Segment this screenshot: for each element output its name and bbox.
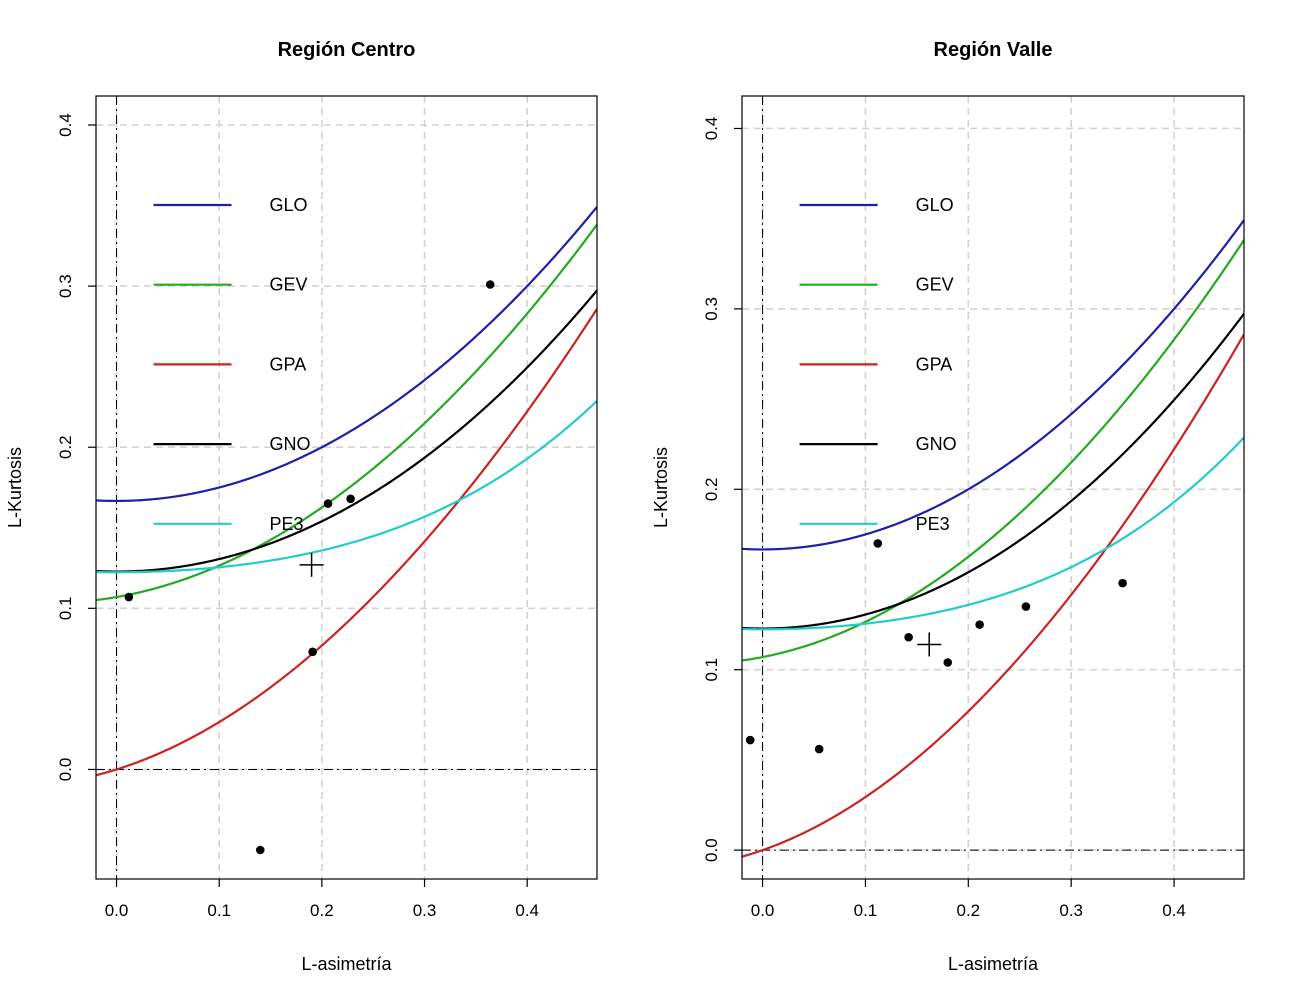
data-points <box>745 539 1127 754</box>
data-point <box>745 735 755 745</box>
x-tick-label: 0.4 <box>515 901 539 920</box>
curve-gno <box>742 313 1244 630</box>
mean-point-marker <box>299 552 324 577</box>
data-point <box>904 632 913 642</box>
legend-label-gev: GEV <box>916 275 954 295</box>
panel-2: Región Valle GLO GEV GPA GNO PE3 0.0 0.1 0.2 0.3 0… <box>651 39 1245 974</box>
curve-gno <box>96 289 597 573</box>
x-axis-label: L-asimetría <box>301 954 392 974</box>
data-point <box>255 845 265 855</box>
curve-glo <box>96 206 597 503</box>
curve-gpa <box>742 333 1244 858</box>
panel-1: Región Centro GLO GEV GPA GNO PE3 0.0 0.1 0.2 0.3… <box>5 39 598 974</box>
y-tick-label: 0.1 <box>56 597 75 621</box>
legend-label-gno: GNO <box>916 434 957 454</box>
y-tick-label: 0.2 <box>56 435 75 459</box>
y-axis-label: L-Kurtosis <box>5 447 25 528</box>
plot-frame <box>95 95 598 880</box>
legend-label-pe3: PE3 <box>270 514 304 534</box>
y-tick-label: 0.3 <box>702 297 721 321</box>
legend-label-gev: GEV <box>270 275 308 295</box>
curve-pe3 <box>742 436 1244 631</box>
x-tick-label: 0.2 <box>956 901 980 920</box>
curve-gev <box>742 239 1244 662</box>
x-axis-label: L-asimetría <box>948 954 1039 974</box>
data-point <box>814 744 824 754</box>
y-tick-label: 0.1 <box>702 658 721 682</box>
chart-title: Región Centro <box>278 39 416 61</box>
legend-label-gpa: GPA <box>916 354 953 374</box>
data-point <box>873 539 883 548</box>
y-tick-label: 0.2 <box>702 477 721 501</box>
curves <box>96 206 597 777</box>
curve-glo <box>742 219 1244 551</box>
data-point <box>1118 578 1127 588</box>
data-point <box>1021 602 1031 611</box>
data-point <box>124 592 134 602</box>
x-tick-label: 0.2 <box>310 901 334 920</box>
x-tick-label: 0.0 <box>751 901 775 920</box>
y-axis-label: L-Kurtosis <box>651 447 671 528</box>
legend-label-glo: GLO <box>270 195 308 215</box>
chart-title: Región Valle <box>934 39 1053 61</box>
data-point <box>485 280 495 289</box>
legend-label-glo: GLO <box>916 195 954 215</box>
y-tick-label: 0.0 <box>56 758 75 782</box>
mean-point-marker <box>917 632 942 657</box>
x-tick-label: 0.1 <box>207 901 231 920</box>
y-tick-label: 0.4 <box>56 113 75 137</box>
data-point <box>323 499 333 508</box>
x-tick-label: 0.3 <box>413 901 437 920</box>
data-points <box>124 280 495 855</box>
curve-pe3 <box>96 400 597 574</box>
y-tick-label: 0.0 <box>702 838 721 862</box>
y-tick-label: 0.3 <box>56 274 75 298</box>
legend-label-pe3: PE3 <box>916 514 950 534</box>
data-point <box>975 620 984 629</box>
data-point <box>308 647 317 657</box>
data-point <box>346 494 355 504</box>
legend-label-gno: GNO <box>270 434 311 454</box>
x-tick-label: 0.3 <box>1059 901 1083 920</box>
y-tick-label: 0.4 <box>702 117 721 141</box>
curve-gev <box>96 223 597 602</box>
x-tick-label: 0.0 <box>105 901 129 920</box>
x-tick-label: 0.1 <box>854 901 878 920</box>
curve-gpa <box>96 308 597 777</box>
x-tick-label: 0.4 <box>1162 901 1186 920</box>
data-point <box>943 658 953 667</box>
curves <box>742 219 1244 858</box>
legend-label-gpa: GPA <box>270 354 307 374</box>
plot-frame <box>741 95 1245 880</box>
